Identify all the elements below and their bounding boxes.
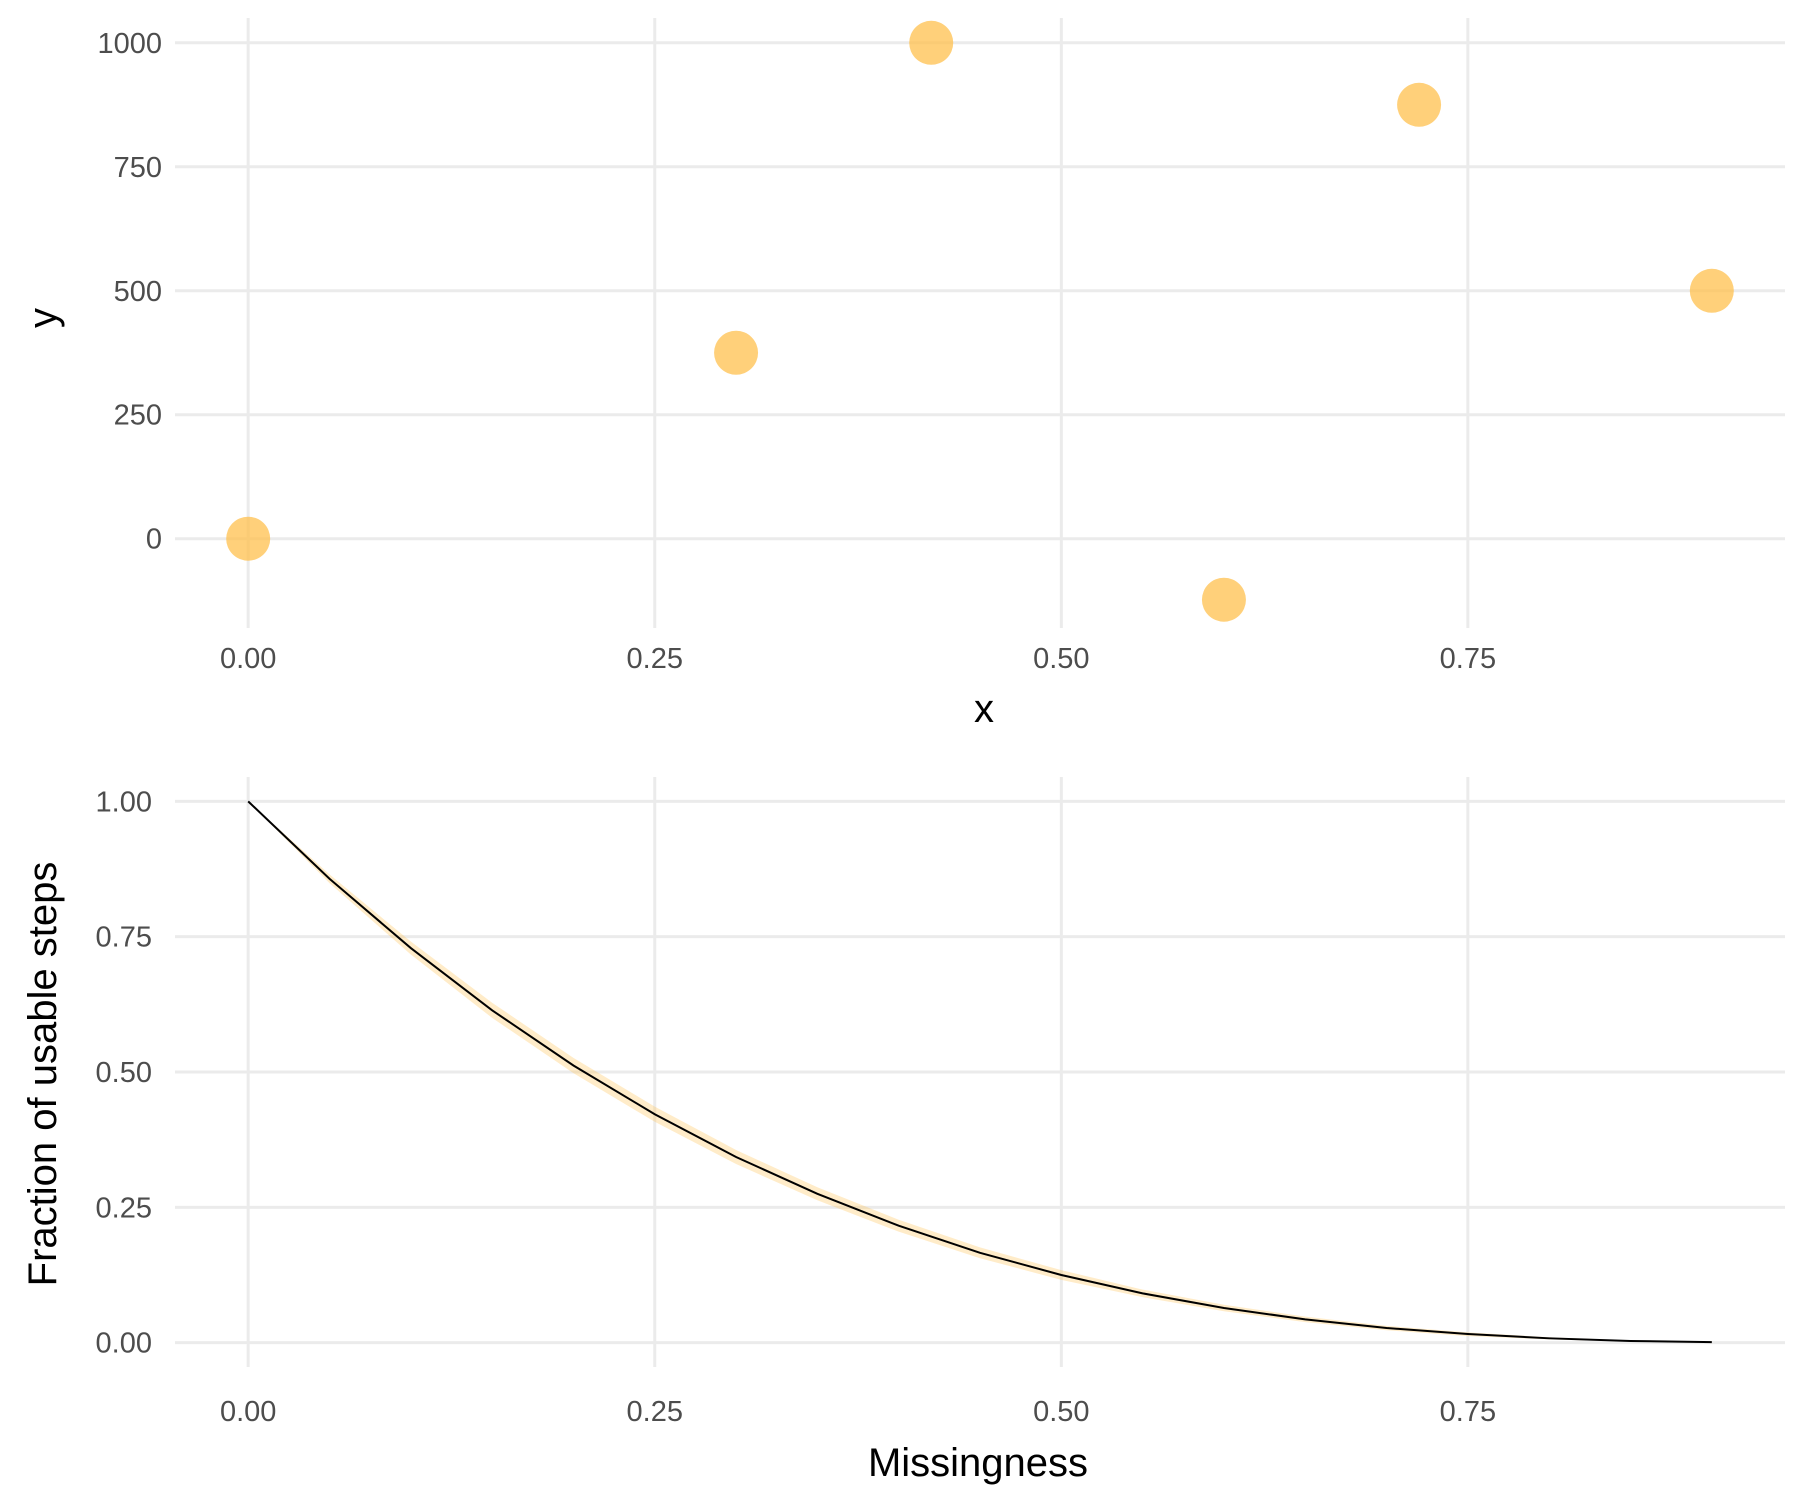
scatter-point [909,20,954,65]
x-tick-label: 0.25 [627,1396,683,1428]
x-tick-label: 0.50 [1033,643,1089,675]
x-tick-label: 0.75 [1440,1396,1496,1428]
line-marks [247,800,1712,1344]
y-tick-label: 250 [114,400,162,432]
y-tick-label: 1000 [97,28,162,60]
y-tick-label: 750 [114,152,162,184]
scatter-y-axis-title: y [21,308,65,328]
scatter-point [1689,268,1734,313]
scatter-tick-labels: 0.00 0.25 0.50 0.75 0 250 500 750 1000 [97,28,1496,675]
scatter-point [1201,577,1246,622]
y-tick-label: 0.00 [96,1328,152,1360]
line-panel: 0.00 0.25 0.50 0.75 0.00 0.25 0.50 0.75 1.00 Mis… [21,777,1785,1485]
scatter-grid [175,18,1785,628]
y-tick-label: 0.50 [96,1057,152,1089]
x-tick-label: 0.00 [220,1396,276,1428]
line-x-axis-title: Missingness [868,1441,1088,1485]
scatter-point [1397,82,1442,127]
fitted-line [247,800,1712,1344]
y-tick-label: 0.25 [96,1192,152,1224]
line-tick-labels: 0.00 0.25 0.50 0.75 0.00 0.25 0.50 0.75 1.00 [96,786,1497,1428]
scatter-point [226,516,271,561]
x-tick-label: 0.25 [627,643,683,675]
y-tick-label: 1.00 [96,786,152,818]
y-tick-label: 500 [114,276,162,308]
scatter-x-axis-title: x [974,687,994,731]
y-tick-label: 0 [146,524,162,556]
scatter-panel: 0.00 0.25 0.50 0.75 0 250 500 750 1000 x y [21,18,1785,731]
x-tick-label: 0.50 [1033,1396,1089,1428]
scatter-point [714,330,759,375]
line-y-axis-title: Fraction of usable steps [21,862,65,1287]
line-grid [175,777,1785,1367]
x-tick-label: 0.75 [1440,643,1496,675]
y-tick-label: 0.75 [96,922,152,954]
scatter-points [226,20,1734,622]
x-tick-label: 0.00 [220,643,276,675]
